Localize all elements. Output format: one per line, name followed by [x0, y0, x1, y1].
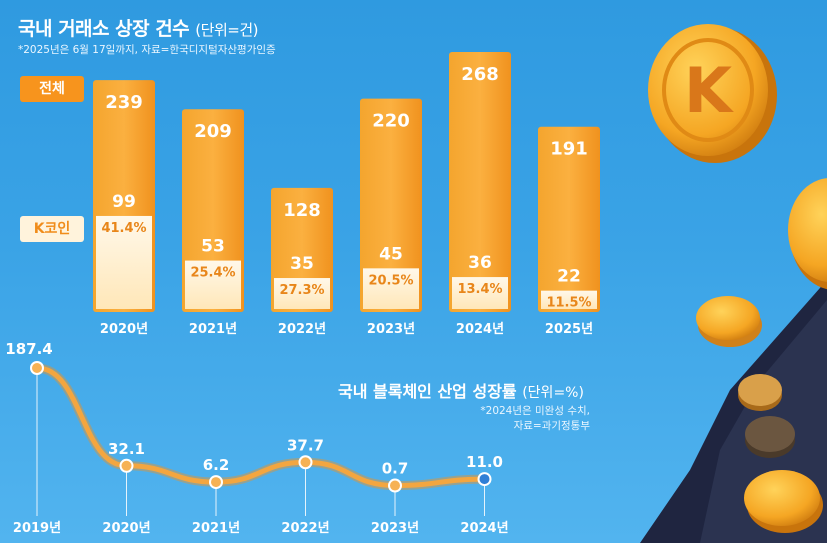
coin-small-2 — [738, 374, 782, 411]
label-kcoin-4: 36 — [468, 253, 492, 273]
point-1 — [119, 458, 134, 473]
point-4 — [388, 478, 402, 493]
line-note-1: *2024년은 미완성 수치, — [480, 405, 590, 417]
tick-line-0: 2019년 — [13, 521, 61, 536]
bar-total-5 — [538, 126, 600, 312]
tick-bar-4: 2024년 — [456, 322, 504, 337]
coin-decoration: K — [640, 24, 827, 543]
label-total-5: 191 — [550, 139, 588, 160]
label-kcoin-0: 99 — [112, 192, 136, 212]
label-growth-1: 32.1 — [108, 440, 145, 458]
line-source-note: *2024년은 미완성 수치, 자료=과기정통부 — [470, 404, 590, 434]
label-kcoin-5: 22 — [557, 267, 581, 287]
label-growth-2: 6.2 — [203, 456, 230, 474]
label-total-1: 209 — [194, 121, 232, 142]
tick-bar-5: 2025년 — [545, 322, 593, 337]
label-total-3: 220 — [372, 111, 410, 132]
tick-bar-3: 2023년 — [367, 322, 415, 337]
coin-k-letter: K — [684, 54, 734, 127]
coin-right-k — [788, 178, 827, 290]
label-share-4: 13.4% — [457, 282, 502, 297]
line-note-2: 자료=과기정통부 — [513, 420, 590, 432]
label-share-1: 25.4% — [190, 266, 235, 281]
source-note: *2025년은 6월 17일까지, 자료=한국디지털자산평가인증 — [18, 44, 276, 56]
label-growth-0: 187.4 — [5, 340, 52, 358]
coin-small-3 — [745, 416, 795, 458]
point-2 — [209, 475, 223, 490]
label-share-0: 41.4% — [101, 221, 146, 236]
point-0 — [30, 361, 44, 375]
bar-kcoin-0 — [96, 215, 152, 309]
label-kcoin-1: 53 — [201, 237, 225, 257]
chart-title: 국내 거래소 상장 건수 (단위=건) — [18, 18, 258, 40]
bar-kcoin-3 — [363, 268, 419, 309]
point-3 — [298, 455, 313, 470]
tick-line-2: 2021년 — [192, 521, 240, 536]
label-share-3: 20.5% — [368, 273, 413, 288]
label-total-0: 239 — [105, 92, 143, 113]
label-total-2: 128 — [283, 200, 321, 221]
label-kcoin-2: 35 — [290, 254, 314, 274]
tick-line-5: 2024년 — [460, 521, 508, 536]
label-growth-3: 37.7 — [287, 436, 324, 454]
tick-bar-1: 2021년 — [189, 322, 237, 337]
bar-kcoin-2 — [274, 278, 330, 309]
tick-line-4: 2023년 — [371, 521, 419, 536]
bar-kcoin-1 — [185, 260, 241, 309]
coin-small-1 — [696, 296, 762, 347]
coin-small-4 — [744, 470, 823, 533]
label-growth-5: 11.0 — [466, 453, 503, 471]
tick-line-1: 2020년 — [102, 521, 150, 536]
label-share-5: 11.5% — [546, 296, 591, 311]
tick-bar-2: 2022년 — [278, 322, 326, 337]
bar-kcoin-4 — [452, 277, 508, 309]
label-share-2: 27.3% — [279, 283, 324, 298]
coin-large-k: K — [648, 24, 777, 163]
charts-svg: 239 99 41.4% 2020년 209 53 25.4% 2021년 128 35 27.3%… — [5, 52, 600, 536]
bar-kcoin-5 — [541, 290, 597, 309]
point-5 — [477, 472, 492, 487]
legend-total: 전체 — [20, 76, 84, 102]
line-chart-title: 국내 블록체인 산업 성장률 (단위=%) — [338, 382, 584, 401]
tick-line-3: 2022년 — [281, 521, 329, 536]
legend-kcoin: K코인 — [20, 216, 84, 242]
label-total-4: 268 — [461, 64, 499, 85]
label-growth-4: 0.7 — [382, 460, 409, 478]
tick-bar-0: 2020년 — [100, 322, 148, 337]
bar-total-3 — [360, 98, 422, 312]
label-kcoin-3: 45 — [379, 244, 403, 264]
bar-total-4 — [449, 52, 511, 312]
